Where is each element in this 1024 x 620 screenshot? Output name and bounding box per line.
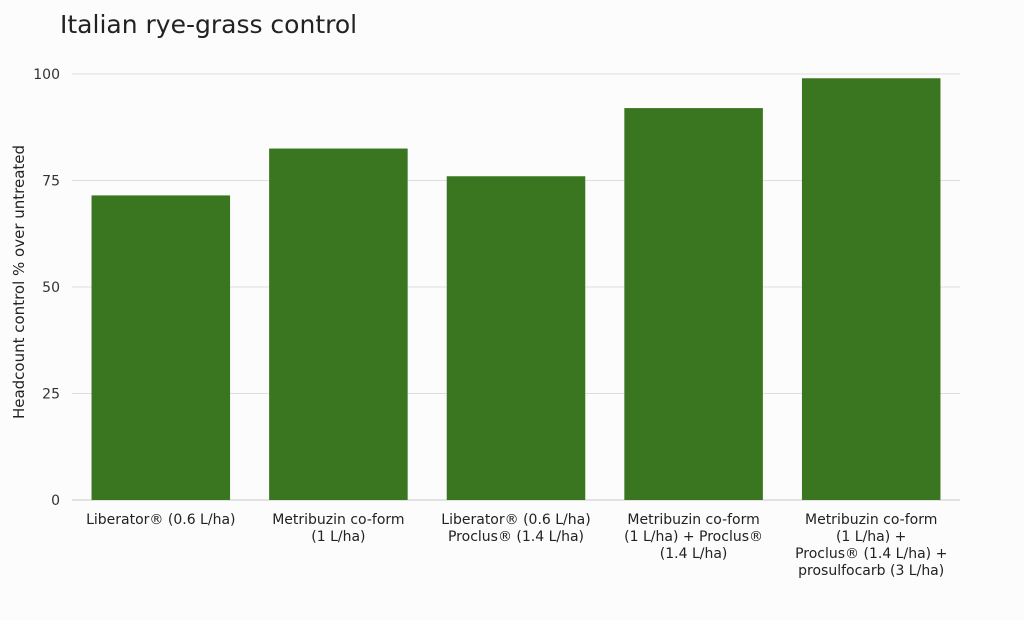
x-category-label-line: prosulfocarb (3 L/ha): [798, 563, 944, 579]
bar: [269, 148, 408, 501]
x-category-label: Metribuzin co-form (1 L/ha) + Proclus® (1.…: [624, 512, 763, 562]
y-axis-label: Headcount control % over untreated: [10, 145, 28, 419]
x-category-label-line: Liberator® (0.6 L/ha): [86, 512, 235, 528]
x-category-label-line: Proclus® (1.4 L/ha): [448, 529, 584, 545]
chart-title: Italian rye-grass control: [60, 10, 358, 39]
x-category-label-line: Liberator® (0.6 L/ha): [441, 512, 590, 528]
x-axis-labels: Liberator® (0.6 L/ha) Metribuzin co-form(…: [86, 512, 947, 579]
x-category-label-line: (1 L/ha) + Proclus®: [624, 529, 763, 545]
x-category-label-line: Metribuzin co-form: [272, 512, 404, 528]
x-category-label-line: Metribuzin co-form: [805, 512, 937, 528]
y-tick-label: 0: [51, 493, 60, 509]
y-axis-ticks: 0 25 50 75 100: [33, 67, 60, 509]
y-tick-label: 100: [33, 67, 60, 83]
y-tick-label: 25: [42, 387, 60, 403]
y-tick-label: 75: [42, 174, 60, 190]
x-category-label: Metribuzin co-form (1 L/ha) + Proclus® (1.…: [795, 512, 947, 579]
x-category-label-line: (1 L/ha) +: [836, 529, 906, 545]
x-category-label-line: (1.4 L/ha): [660, 546, 728, 562]
x-category-label: Metribuzin co-form (1 L/ha): [272, 512, 404, 545]
bar: [91, 195, 231, 500]
bar: [801, 78, 941, 500]
x-category-label: Liberator® (0.6 L/ha): [86, 512, 235, 528]
bars: [91, 78, 941, 501]
bar: [624, 108, 763, 500]
y-tick-label: 50: [42, 280, 60, 296]
bar: [446, 176, 586, 501]
x-category-label-line: Proclus® (1.4 L/ha) +: [795, 546, 947, 562]
x-category-label-line: (1 L/ha): [311, 529, 365, 545]
x-category-label-line: Metribuzin co-form: [627, 512, 759, 528]
x-category-label: Liberator® (0.6 L/ha) Proclus® (1.4 L/ha): [441, 512, 590, 545]
